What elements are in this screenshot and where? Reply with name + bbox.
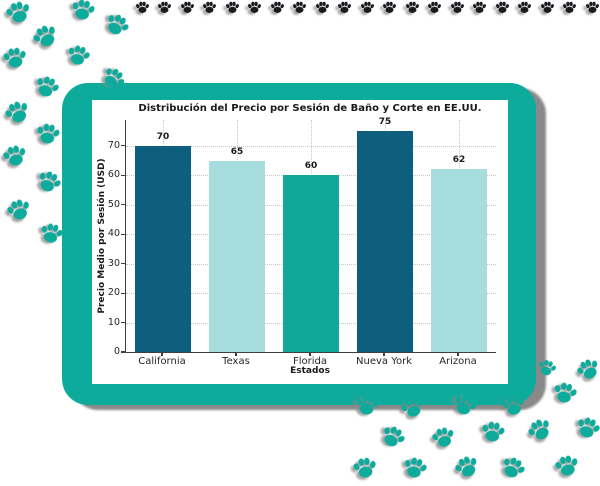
x-category-label: California: [138, 356, 186, 367]
paw-icon: [202, 0, 217, 15]
paw-icon: [522, 412, 558, 448]
paw-icon: [478, 417, 508, 447]
paw-icon: [32, 165, 67, 200]
paw-icon: [350, 453, 379, 482]
paw-icon: [27, 18, 64, 55]
y-tick-mark: [121, 321, 125, 324]
paw-icon: [495, 0, 510, 15]
paw-icon: [399, 452, 431, 484]
x-category-label: Arizona: [439, 356, 477, 367]
bar-arizona: [431, 169, 487, 352]
paw-icon: [562, 0, 577, 15]
paw-icon: [63, 40, 94, 71]
y-tick-label: 30: [107, 257, 120, 269]
paw-icon: [571, 411, 600, 444]
paw-icon: [68, 0, 99, 25]
paw-icon: [337, 0, 352, 15]
paw-icon: [1, 0, 34, 29]
bar-value-label: 62: [452, 155, 466, 166]
paw-icon: [292, 0, 307, 15]
y-tick-label: 10: [107, 316, 120, 328]
x-category-label: Texas: [222, 356, 250, 367]
paw-icon: [450, 450, 484, 484]
bar-value-label: 65: [230, 146, 244, 157]
bar-value-label: 70: [156, 131, 170, 142]
bar-nueva-york: [357, 131, 413, 352]
paw-icon: [352, 390, 381, 419]
bar-value-label: 75: [378, 117, 392, 128]
y-tick-mark: [121, 145, 125, 147]
paw-icon: [225, 0, 240, 15]
paw-icon: [135, 0, 150, 15]
paw-icon: [405, 0, 420, 15]
paw-icon: [396, 391, 428, 423]
chart-card: Distribución del Precio por Sesión de Ba…: [92, 100, 508, 384]
y-tick-label: 20: [107, 287, 120, 299]
paw-icon: [448, 388, 482, 422]
bar-value-label: 60: [304, 161, 318, 172]
paw-icon: [247, 0, 262, 15]
x-tick-mark: [457, 352, 459, 356]
paw-icon: [375, 419, 411, 455]
y-tick-mark: [121, 263, 125, 265]
paw-icon: [0, 140, 31, 172]
y-tick-mark: [121, 233, 125, 235]
paw-icon: [450, 0, 465, 15]
x-tick-mark: [309, 352, 311, 356]
paw-icon: [534, 355, 559, 380]
paw-icon: [585, 0, 600, 15]
paw-icon: [0, 43, 29, 72]
paw-icon: [33, 119, 63, 149]
paw-icon: [428, 422, 458, 452]
plot-area: 70 65 60 75 62: [125, 117, 496, 353]
paw-icon: [499, 391, 528, 420]
y-tick-label: 50: [107, 198, 120, 210]
paw-icon: [549, 377, 581, 409]
y-tick-label: 0: [113, 346, 120, 357]
paw-icon: [472, 0, 487, 15]
paw-icon: [540, 0, 555, 15]
paw-icon: [30, 70, 64, 104]
y-tick-label: 40: [107, 228, 120, 240]
paw-icon: [517, 0, 532, 15]
paw-icon: [157, 0, 172, 15]
x-tick-mark: [383, 352, 385, 356]
paw-icon: [571, 352, 600, 385]
paw-icon: [360, 0, 375, 15]
x-category-label: Nueva York: [356, 356, 412, 367]
paw-icon: [0, 94, 35, 130]
paw-icon: [495, 450, 530, 485]
paw-icon: [99, 7, 135, 43]
paw-icon: [552, 451, 583, 482]
bar-california: [135, 145, 191, 352]
paw-icon: [3, 194, 36, 227]
paw-icon: [180, 0, 195, 15]
paw-icon: [270, 0, 285, 15]
chart-title: Distribución del Precio por Sesión de Ba…: [138, 103, 482, 114]
x-axis-label: Estados: [290, 366, 330, 376]
paw-icon: [382, 0, 397, 15]
bar-texas: [209, 160, 265, 352]
x-tick-mark: [235, 352, 237, 356]
y-tick-mark: [121, 204, 125, 206]
paw-icon: [36, 218, 66, 248]
x-category-label: Florida: [292, 356, 327, 367]
y-tick-mark: [121, 292, 125, 294]
paw-icon: [427, 0, 442, 15]
x-tick-mark: [161, 352, 163, 356]
y-tick-label: 60: [107, 169, 120, 181]
y-tick-mark: [121, 351, 125, 353]
y-tick-label: 70: [107, 139, 120, 151]
paw-icon: [95, 60, 130, 95]
paw-icon: [315, 0, 330, 15]
bar-florida: [283, 175, 339, 352]
y-tick-mark: [121, 174, 125, 176]
chart-frame: Distribución del Precio por Sesión de Ba…: [62, 83, 536, 405]
